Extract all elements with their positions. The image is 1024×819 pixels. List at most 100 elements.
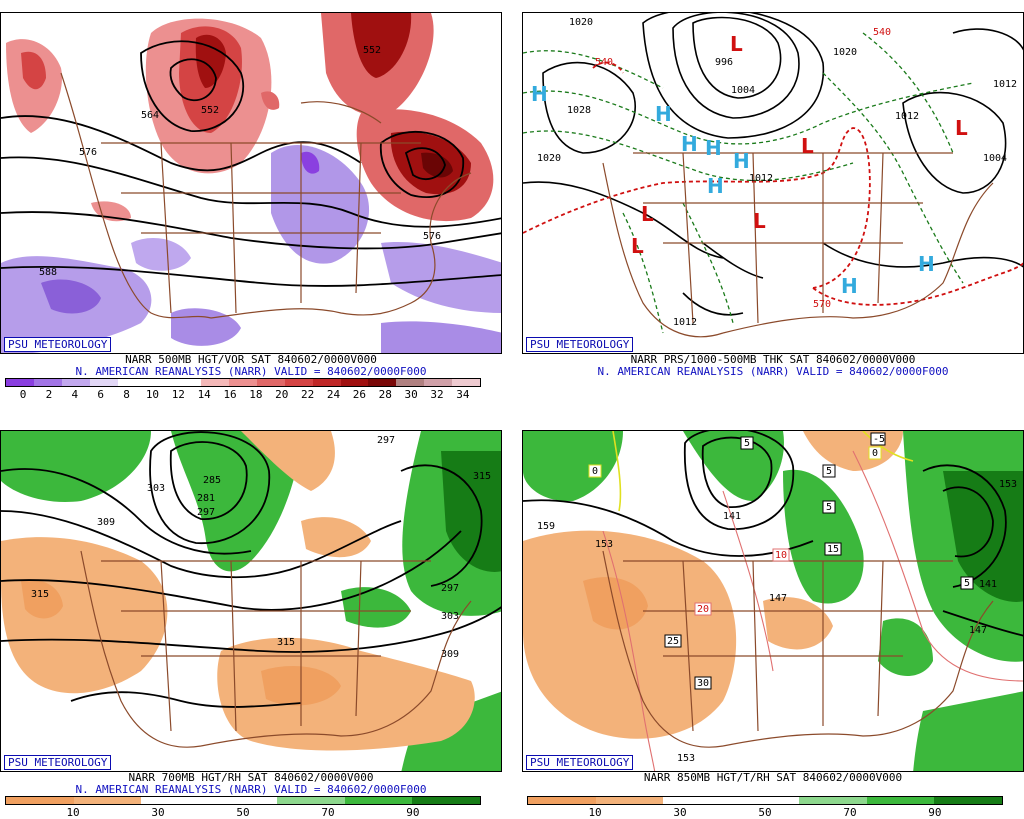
contour-label: 303 — [441, 611, 459, 622]
colorbar-tick-label: 16 — [223, 388, 237, 401]
temperature-label: 0 — [592, 466, 598, 477]
temperature-label: 10 — [775, 550, 787, 561]
high-pressure-icon: H — [681, 132, 698, 156]
vorticity-colorbar-ticks: 0 2 4 6 8 10 12 14 16 18 20 22 24 26 28 30 32 34 — [0, 389, 502, 401]
rh-shading — [1, 431, 501, 771]
contour-label: 1012 — [749, 173, 773, 184]
colorbar-tick-label: 12 — [171, 388, 185, 401]
contour-label: 141 — [723, 511, 741, 522]
zero-isotherm — [612, 431, 914, 512]
colorbar-swatch — [396, 379, 425, 386]
contour-label: 1028 — [567, 105, 591, 116]
colorbar-tick-label: 30 — [673, 806, 687, 819]
psu-meteorology-badge: PSU METEOROLOGY — [4, 337, 112, 352]
contour-labels: 159 153 141 153 141 147 147 153 — [537, 479, 1017, 764]
map-pressure-thickness: L H H H H H H L L L L L H H 1020 540 996… — [522, 12, 1024, 354]
contour-label: 1012 — [895, 111, 919, 122]
colorbar-swatch — [276, 797, 345, 804]
contour-labels: 1020 540 996 1004 1028 1020 1012 1020 10… — [537, 17, 1017, 328]
contour-label: 159 — [537, 521, 555, 532]
colorbar-tick-label: 70 — [321, 806, 335, 819]
contour-label: 303 — [147, 483, 165, 494]
colorbar-swatch — [33, 379, 62, 386]
thickness-lines — [523, 32, 974, 334]
colorbar-tick-label: 22 — [301, 388, 315, 401]
map-subtitle: N. AMERICAN REANALYSIS (NARR) VALID = 84… — [75, 783, 427, 796]
colorbar-swatch — [866, 797, 935, 804]
colorbar-tick-label: 14 — [197, 388, 211, 401]
contour-label: 147 — [969, 625, 987, 636]
colorbar-tick-label: 30 — [151, 806, 165, 819]
colorbar-swatch — [368, 379, 397, 386]
contour-label: 552 — [201, 105, 219, 116]
high-pressure-icon: H — [655, 102, 672, 126]
psu-meteorology-badge: PSU METEOROLOGY — [526, 755, 634, 770]
contour-label: 309 — [441, 649, 459, 660]
temperature-label: 0 — [872, 448, 878, 459]
geography-lines — [60, 72, 472, 319]
contour-label: 297 — [377, 435, 395, 446]
contour-label: 315 — [473, 471, 491, 482]
contour-label: 297 — [441, 583, 459, 594]
contour-label: 540 — [873, 27, 891, 38]
contour-label: 297 — [197, 507, 215, 518]
rh-colorbar-ticks: 10 30 50 70 90 — [522, 807, 1024, 819]
colorbar-swatch — [256, 379, 285, 386]
height-contours — [523, 431, 1023, 637]
colorbar-swatch — [201, 379, 229, 386]
low-pressure-icon: L — [730, 32, 743, 56]
thickness-540-570-lines — [523, 61, 1023, 306]
map-500mb-vorticity: 552 576 588 564 576 552 PSU METEOROLOGY — [0, 12, 502, 354]
map-title: NARR 500MB HGT/VOR SAT 840602/0000V000 — [125, 353, 377, 366]
contour-label: 576 — [423, 231, 441, 242]
colorbar-swatch — [663, 797, 732, 804]
temperature-label: 30 — [697, 678, 709, 689]
colorbar-swatch — [73, 797, 142, 804]
colorbar-swatch — [6, 797, 74, 804]
colorbar-swatch — [6, 379, 34, 386]
colorbar-tick-label: 32 — [430, 388, 444, 401]
colorbar-swatch — [117, 379, 146, 386]
high-pressure-icon: H — [733, 149, 750, 173]
map-850mb-t-rh: 159 153 141 153 141 147 147 153 -5 0 5 5… — [522, 430, 1024, 772]
contour-label: 147 — [769, 593, 787, 604]
contour-label: 1020 — [537, 153, 561, 164]
colorbar-swatch — [209, 797, 277, 804]
colorbar-swatch — [284, 379, 313, 386]
colorbar-tick-label: 90 — [928, 806, 942, 819]
high-pressure-icon: H — [705, 136, 722, 160]
contour-label: 552 — [363, 45, 381, 56]
colorbar-tick-label: 4 — [71, 388, 79, 401]
low-pressure-icon: L — [631, 234, 644, 258]
panel-700mb-rh: 297 285 281 297 303 309 315 297 303 315 … — [0, 430, 502, 819]
colorbar-tick-label: 0 — [19, 388, 27, 401]
contour-label: 153 — [595, 539, 613, 550]
rh-colorbar — [5, 796, 481, 805]
colorbar-tick-label: 20 — [275, 388, 289, 401]
contour-label: 1012 — [993, 79, 1017, 90]
colorbar-swatch — [145, 379, 174, 386]
colorbar-tick-label: 10 — [588, 806, 602, 819]
temperature-labels: -5 0 5 5 15 10 20 25 30 5 0 — [588, 432, 974, 690]
map-subtitle: N. AMERICAN REANALYSIS (NARR) VALID = 84… — [75, 365, 427, 378]
colorbar-tick-label: 18 — [249, 388, 263, 401]
contour-label: 285 — [203, 475, 221, 486]
colorbar-swatch — [61, 379, 90, 386]
map-title: NARR 700MB HGT/RH SAT 840602/0000V000 — [128, 771, 374, 784]
colorbar-swatch — [312, 379, 341, 386]
temperature-label: 20 — [697, 604, 709, 615]
vorticity-colorbar — [5, 378, 481, 387]
contour-label: 1020 — [833, 47, 857, 58]
colorbar-tick-label: 10 — [66, 806, 80, 819]
psu-meteorology-badge: PSU METEOROLOGY — [526, 337, 634, 352]
temperature-lines — [602, 450, 1023, 771]
contour-label: 153 — [999, 479, 1017, 490]
colorbar-swatch — [340, 379, 369, 386]
map-700mb-rh: 297 285 281 297 303 309 315 297 303 315 … — [0, 430, 502, 772]
contour-label: 315 — [277, 637, 295, 648]
map-title: NARR 850MB HGT/T/RH SAT 840602/0000V000 — [643, 771, 903, 784]
contour-labels: 552 576 588 564 576 552 — [39, 45, 441, 278]
colorbar-swatch — [412, 797, 481, 804]
high-pressure-icon: H — [918, 252, 935, 276]
temperature-label: 15 — [827, 544, 839, 555]
